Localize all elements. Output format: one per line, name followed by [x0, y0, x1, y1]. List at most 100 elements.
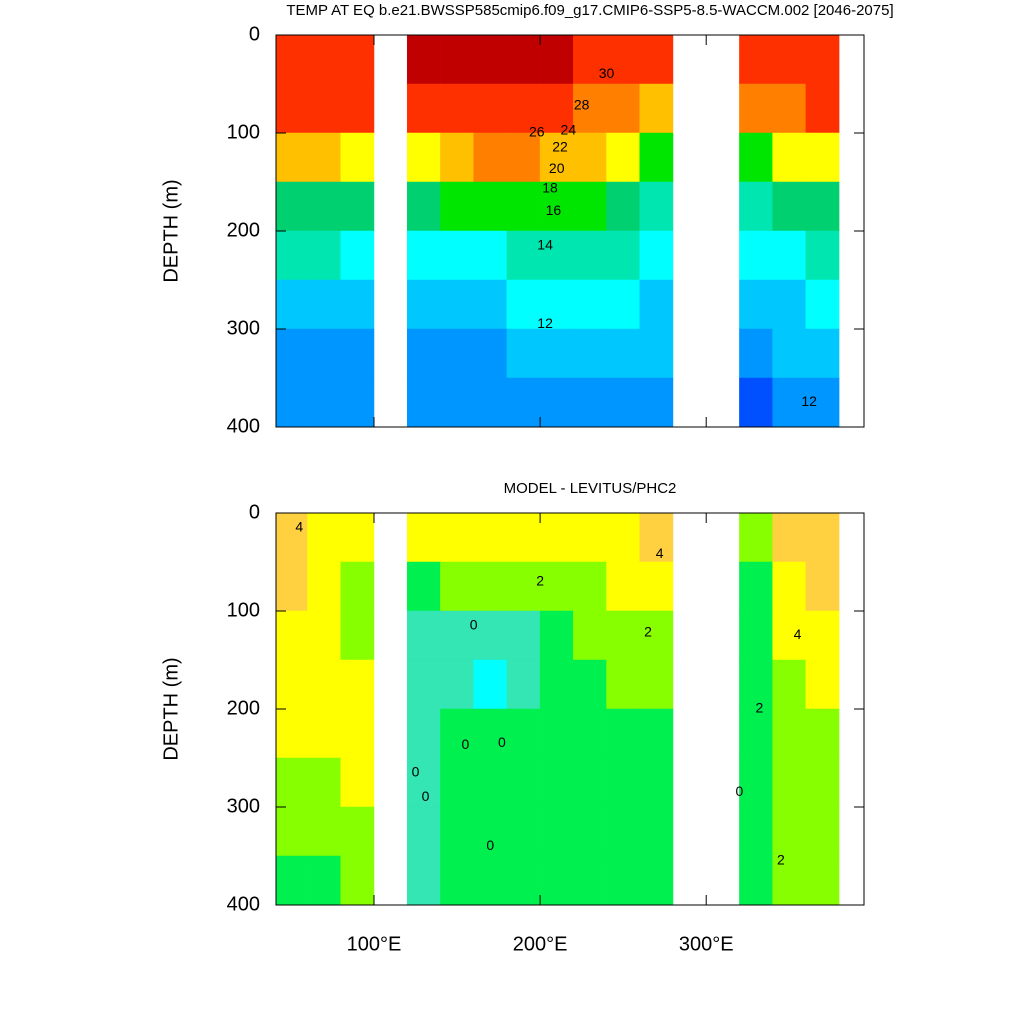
contour-cell	[639, 377, 674, 428]
contour-cell	[805, 855, 840, 906]
contour-cell	[307, 806, 342, 857]
contour-cell	[440, 512, 474, 563]
contour-label: 18	[542, 180, 558, 196]
contour-cell	[539, 610, 574, 661]
contour-cell	[473, 377, 508, 428]
contour-cell	[506, 806, 541, 857]
contour-cell	[275, 279, 308, 330]
y-tick-label: 300	[227, 317, 260, 339]
contour-cell	[506, 708, 541, 759]
contour-cell	[805, 806, 840, 857]
y-tick-label: 0	[249, 23, 260, 45]
contour-cell	[639, 561, 674, 612]
contour-cell	[539, 659, 574, 710]
contour-cell	[772, 806, 807, 857]
contour-cell	[340, 181, 375, 232]
contour-cell	[639, 83, 674, 134]
contour-cell	[307, 659, 342, 710]
contour-cell	[805, 512, 840, 563]
contour-cell	[739, 83, 773, 134]
contour-cell	[473, 610, 508, 661]
contour-cell	[739, 855, 773, 906]
contour-cell	[406, 132, 441, 183]
contour-field	[275, 512, 840, 906]
contour-cell	[440, 377, 474, 428]
contour-cell	[739, 806, 773, 857]
contour-cell	[772, 328, 807, 379]
contour-cell	[473, 328, 508, 379]
contour-cell	[805, 181, 840, 232]
contour-cell	[473, 132, 508, 183]
y-tick-label: 0	[249, 501, 260, 523]
contour-cell	[506, 377, 541, 428]
contour-cell	[573, 659, 607, 710]
contour-cell	[539, 83, 574, 134]
contour-cell	[805, 610, 840, 661]
contour-cell	[739, 132, 773, 183]
contour-cell	[805, 132, 840, 183]
contour-field	[275, 34, 840, 428]
y-tick-label: 400	[227, 893, 260, 915]
contour-label: 4	[656, 545, 664, 561]
contour-cell	[440, 328, 474, 379]
contour-cell	[772, 708, 807, 759]
contour-label: 28	[574, 96, 590, 112]
contour-cell	[805, 708, 840, 759]
contour-cell	[606, 512, 641, 563]
y-axis-label: DEPTH (m)	[160, 179, 182, 282]
contour-cell	[739, 659, 773, 710]
contour-label: 2	[755, 700, 763, 716]
contour-cell	[739, 708, 773, 759]
contour-cell	[606, 806, 641, 857]
contour-cell	[440, 132, 474, 183]
contour-cell	[473, 34, 508, 85]
contour-cell	[440, 181, 474, 232]
contour-cell	[440, 279, 474, 330]
contour-cell	[473, 659, 508, 710]
contour-cell	[739, 230, 773, 281]
contour-cell	[275, 855, 308, 906]
contour-cell	[772, 83, 807, 134]
contour-cell	[573, 83, 607, 134]
contour-cell	[639, 279, 674, 330]
contour-cell	[307, 83, 342, 134]
contour-cell	[307, 34, 342, 85]
contour-cell	[573, 757, 607, 808]
contour-label: 14	[537, 236, 553, 252]
contour-cell	[639, 328, 674, 379]
contour-cell	[772, 377, 807, 428]
contour-cell	[406, 610, 441, 661]
contour-cell	[506, 230, 541, 281]
contour-cell	[772, 34, 807, 85]
contour-cell	[739, 757, 773, 808]
contour-cell	[440, 83, 474, 134]
contour-cell	[772, 132, 807, 183]
contour-cell	[340, 230, 375, 281]
contour-cell	[406, 659, 441, 710]
contour-cell	[506, 328, 541, 379]
contour-label: 2	[536, 572, 544, 588]
contour-cell	[539, 757, 574, 808]
contour-cell	[639, 610, 674, 661]
contour-cell	[340, 34, 375, 85]
contour-cell	[275, 132, 308, 183]
contour-cell	[406, 377, 441, 428]
contour-cell	[506, 34, 541, 85]
contour-cell	[539, 806, 574, 857]
contour-cell	[805, 561, 840, 612]
contour-cell	[307, 561, 342, 612]
contour-cell	[275, 561, 308, 612]
contour-cell	[606, 377, 641, 428]
x-tick-label: 100°E	[347, 933, 402, 955]
contour-cell	[406, 83, 441, 134]
contour-cell	[772, 561, 807, 612]
chart-title: MODEL - LEVITUS/PHC2	[504, 480, 677, 497]
contour-cell	[539, 230, 574, 281]
contour-label: 2	[777, 852, 785, 868]
contour-cell	[772, 181, 807, 232]
contour-cell	[275, 757, 308, 808]
contour-cell	[473, 279, 508, 330]
contour-cell	[307, 512, 342, 563]
contour-cell	[440, 806, 474, 857]
